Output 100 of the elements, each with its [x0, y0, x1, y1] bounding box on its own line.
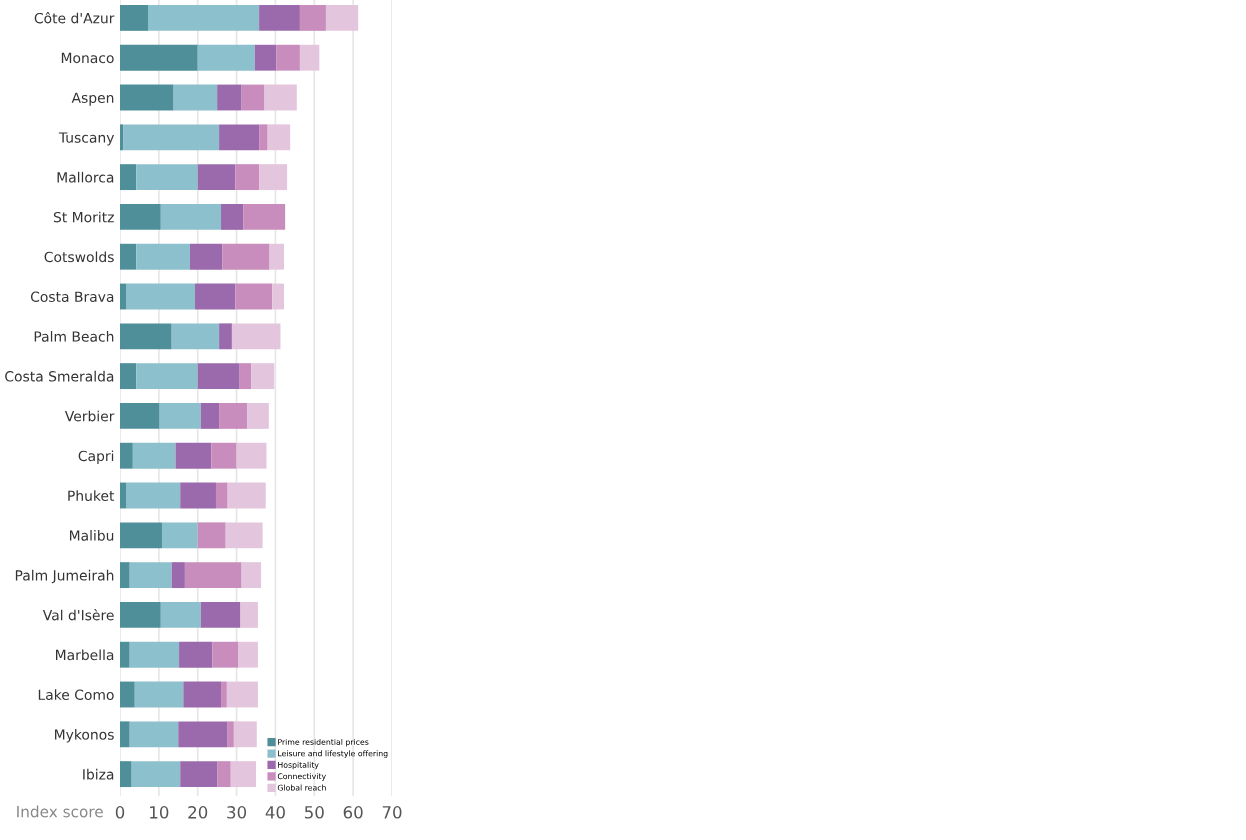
bar	[247, 402, 269, 429]
bar	[219, 323, 232, 350]
bar	[219, 124, 260, 151]
bar	[269, 243, 284, 270]
bar	[120, 84, 174, 111]
bar	[161, 522, 198, 549]
bar	[120, 482, 127, 509]
bar	[120, 601, 161, 628]
bar	[222, 243, 270, 270]
bar	[171, 323, 220, 350]
bar	[189, 243, 223, 270]
bar	[235, 283, 273, 310]
bar	[179, 641, 213, 668]
bar	[129, 721, 179, 748]
bar	[197, 164, 236, 191]
bar	[226, 681, 258, 708]
bar	[233, 721, 257, 748]
bar	[120, 562, 130, 589]
bar	[120, 164, 137, 191]
bar	[264, 84, 297, 111]
x-tick-label: 50	[304, 806, 324, 819]
bar	[120, 323, 172, 350]
bar	[136, 363, 198, 390]
bar	[272, 283, 284, 310]
bar	[227, 721, 234, 748]
bar	[120, 761, 132, 788]
bar	[325, 4, 359, 31]
bar	[194, 283, 236, 310]
bar	[238, 641, 258, 668]
bar	[120, 4, 148, 31]
bar	[147, 4, 260, 31]
bar	[241, 84, 265, 111]
bar	[120, 402, 160, 429]
bar	[184, 562, 242, 589]
bar	[215, 482, 228, 509]
bar	[120, 363, 137, 390]
bar	[227, 482, 266, 509]
bar	[231, 323, 281, 350]
bar	[132, 442, 176, 469]
bar	[136, 243, 190, 270]
x-tick-label: 30	[227, 806, 247, 819]
bar	[126, 283, 195, 310]
bar	[230, 761, 256, 788]
bar	[236, 442, 267, 469]
bar	[225, 522, 263, 549]
x-tick-label: 20	[188, 806, 208, 819]
bar	[120, 283, 127, 310]
bar	[120, 44, 198, 71]
bar	[254, 44, 277, 71]
bar	[221, 681, 227, 708]
bar	[120, 243, 137, 270]
bar	[299, 4, 326, 31]
bar	[178, 721, 228, 748]
bar	[160, 203, 222, 230]
bar	[219, 402, 248, 429]
bar	[120, 681, 135, 708]
bar	[211, 442, 237, 469]
bar	[159, 402, 201, 429]
bar	[259, 164, 288, 191]
bar	[299, 44, 320, 71]
bar	[171, 562, 185, 589]
bar	[123, 124, 220, 151]
bar	[120, 721, 130, 748]
bar	[173, 84, 218, 111]
bar	[212, 641, 239, 668]
x-tick-label: 0	[115, 806, 125, 819]
bar	[180, 482, 216, 509]
bar	[221, 203, 244, 230]
bar	[217, 761, 231, 788]
bar	[197, 522, 226, 549]
bar	[276, 44, 300, 71]
bar	[131, 761, 181, 788]
x-tick-label: 60	[343, 806, 363, 819]
bar	[243, 203, 286, 230]
bar	[160, 601, 201, 628]
bar	[136, 164, 198, 191]
x-tick-label: 10	[150, 806, 169, 819]
bar	[120, 203, 161, 230]
bar	[241, 562, 262, 589]
bar	[126, 482, 181, 509]
bar	[259, 4, 300, 31]
x-tick-label: 40	[265, 806, 285, 819]
x-tick-label: 70	[382, 806, 402, 819]
bar	[240, 601, 258, 628]
bar	[183, 681, 222, 708]
bar	[180, 761, 218, 788]
bar	[129, 641, 180, 668]
bar	[129, 562, 172, 589]
bar	[120, 442, 133, 469]
bar	[197, 44, 255, 71]
bar	[197, 363, 240, 390]
bar	[239, 363, 252, 390]
bar	[200, 402, 220, 429]
bar	[200, 601, 241, 628]
bar	[259, 124, 268, 151]
bar	[235, 164, 260, 191]
bar	[267, 124, 291, 151]
bar	[120, 641, 130, 668]
bar	[175, 442, 212, 469]
bar	[217, 84, 242, 111]
